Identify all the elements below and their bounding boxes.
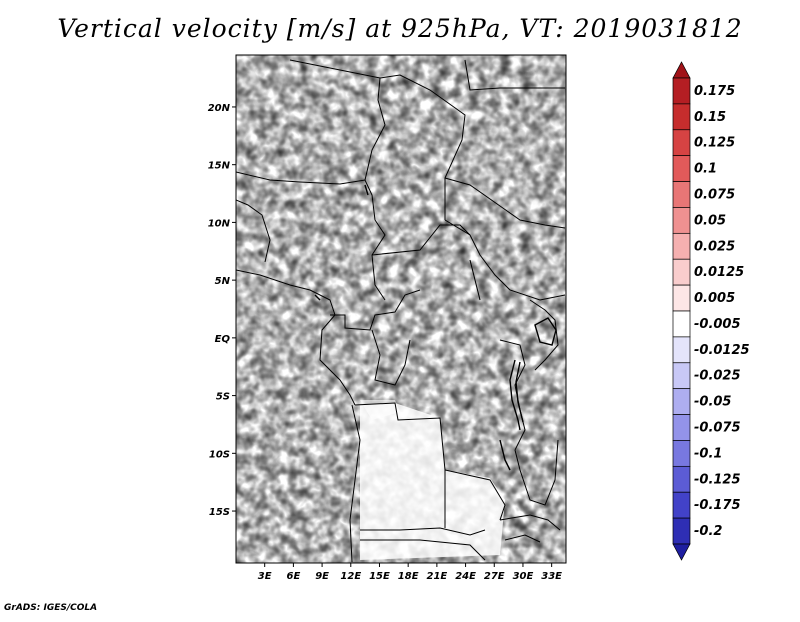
lon-tick-label: 6E xyxy=(286,571,300,582)
lon-tick-label: 3E xyxy=(258,571,272,582)
colorbar-swatch xyxy=(672,77,691,105)
colorbar-label: 0.175 xyxy=(694,84,735,99)
colorbar-label: 0.05 xyxy=(694,213,726,228)
colorbar-swatch xyxy=(672,181,691,208)
lon-tick-label: 18E xyxy=(398,571,419,582)
colorbar-swatch xyxy=(672,414,691,441)
colorbar-label: -0.005 xyxy=(694,317,741,332)
lakes xyxy=(314,184,557,471)
colorbar-swatch xyxy=(672,517,691,545)
colorbar-swatch xyxy=(672,103,691,131)
colorbar-label: -0.025 xyxy=(694,369,741,384)
lat-tick-label: 20N xyxy=(208,103,231,114)
map-frame xyxy=(235,54,567,564)
lon-axis: 3E 6E 9E 12E 15E 18E 21E 24E 27E 30E 33E xyxy=(258,563,562,582)
colorbar-swatch xyxy=(672,491,691,519)
colorbar-bottom-arrow xyxy=(672,543,691,561)
chart-title: Vertical velocity [m/s] at 925hPa, VT: 2… xyxy=(57,14,743,43)
colorbar-label: 0.15 xyxy=(694,110,726,125)
colorbar-swatch xyxy=(672,129,691,157)
colorbar-label: -0.1 xyxy=(694,446,722,461)
borders xyxy=(236,59,566,563)
colorbar-label: 0.1 xyxy=(694,162,717,177)
colorbar: 0.175 0.15 0.125 0.1 0.075 0.05 0.025 0.0125 0.0… xyxy=(672,61,750,561)
colorbar-label: -0.05 xyxy=(694,395,731,410)
lat-tick-label: 15N xyxy=(208,161,231,172)
colorbar-label: -0.0125 xyxy=(694,343,750,358)
lat-tick-label: 5N xyxy=(215,276,231,287)
colorbar-swatch xyxy=(672,155,691,182)
credit-label: GrADS: IGES/COLA xyxy=(4,603,98,613)
colorbar-swatch xyxy=(672,207,691,234)
colorbar-top-arrow xyxy=(672,61,691,79)
colorbar-swatch xyxy=(672,284,691,312)
lat-tick-label: 10S xyxy=(209,449,230,460)
lon-tick-label: 24E xyxy=(455,571,476,582)
lon-tick-label: 21E xyxy=(426,571,447,582)
colorbar-swatch xyxy=(672,388,691,415)
lat-tick-label: 5S xyxy=(216,392,230,403)
colorbar-swatch xyxy=(672,362,691,390)
lat-axis: 20N 15N 10N 5N EQ 5S 10S 15S xyxy=(208,103,236,518)
colorbar-swatch xyxy=(672,336,691,364)
lon-tick-label: 33E xyxy=(541,571,562,582)
colorbar-label: -0.125 xyxy=(694,472,741,487)
lat-tick-label: 15S xyxy=(209,507,230,518)
colorbar-label: 0.075 xyxy=(694,188,735,203)
lon-tick-label: 9E xyxy=(315,571,329,582)
velocity-field xyxy=(236,55,566,563)
lat-tick-label: 10N xyxy=(208,218,231,229)
lat-tick-label: EQ xyxy=(215,334,231,345)
lon-tick-label: 15E xyxy=(369,571,390,582)
colorbar-swatch xyxy=(672,310,691,338)
lon-tick-label: 30E xyxy=(513,571,534,582)
colorbar-swatch xyxy=(672,232,691,260)
colorbar-label: 0.025 xyxy=(694,239,735,254)
colorbar-label: 0.005 xyxy=(694,291,735,306)
colorbar-label: -0.2 xyxy=(694,524,722,539)
colorbar-swatch xyxy=(672,258,691,286)
colorbar-swatch xyxy=(672,440,691,467)
colorbar-label: 0.125 xyxy=(694,136,735,151)
colorbar-label: -0.175 xyxy=(694,498,741,513)
lon-tick-label: 27E xyxy=(484,571,505,582)
colorbar-label: 0.0125 xyxy=(694,265,744,280)
colorbar-swatch xyxy=(672,465,691,493)
lon-tick-label: 12E xyxy=(340,571,361,582)
colorbar-label: -0.075 xyxy=(694,421,741,436)
